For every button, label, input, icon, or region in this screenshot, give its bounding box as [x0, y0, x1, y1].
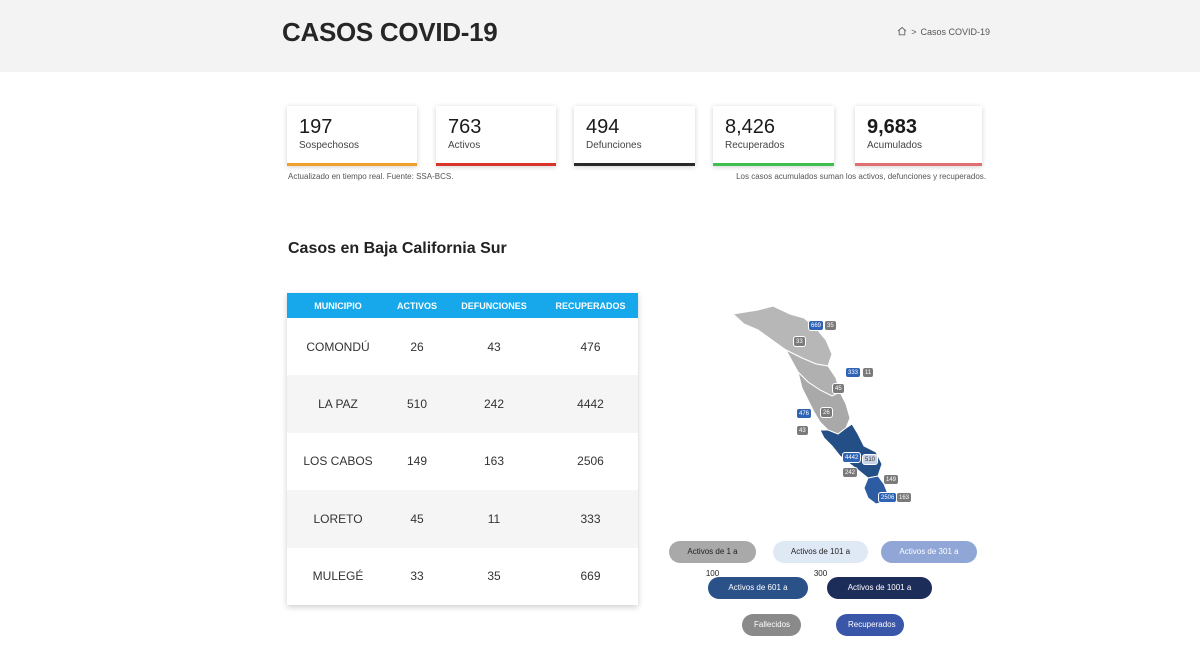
map-badge: 242 [842, 467, 859, 478]
table-row: LOS CABOS 149 163 2506 [287, 433, 638, 490]
cell-municipio: COMONDÚ [306, 339, 370, 354]
cell-municipio: LOS CABOS [303, 454, 373, 469]
cell-defunciones: 43 [487, 339, 501, 354]
map-badge: 35 [824, 320, 837, 331]
stat-card-acumulados: 9,683 Acumulados [855, 106, 982, 166]
breadcrumb: > Casos COVID-19 [897, 26, 990, 38]
cell-activos: 149 [406, 454, 428, 469]
legend-fallecidos[interactable]: Fallecidos [742, 614, 801, 636]
stat-value: 197 [299, 116, 333, 138]
stat-card-activos: 763 Activos [436, 106, 556, 166]
home-icon[interactable] [897, 26, 907, 38]
municipio-table: MUNICIPIO ACTIVOS DEFUNCIONES RECUPERADO… [287, 293, 638, 605]
map-badge: 11 [862, 367, 875, 378]
cell-recuperados: 476 [580, 339, 601, 354]
stat-value: 8,426 [725, 116, 776, 138]
map-badge: 149 [883, 474, 900, 485]
stat-card-recuperados: 8,426 Recuperados [713, 106, 834, 166]
map-badge: 669 [808, 320, 825, 331]
map-badge: 163 [896, 492, 913, 503]
legend-activos-101-300[interactable]: Activos de 101 a 300 [773, 541, 868, 578]
table-row: COMONDÚ 26 43 476 [287, 318, 638, 375]
map-badge: 333 [845, 367, 862, 378]
map-badge: 33 [793, 336, 806, 347]
accumulated-note: Los casos acumulados suman los activos, … [736, 172, 986, 181]
stat-label: Recuperados [725, 140, 785, 151]
legend-activos-301-600[interactable]: Activos de 301 a 600 [881, 541, 977, 578]
cell-recuperados: 669 [580, 569, 601, 584]
breadcrumb-separator: > [911, 27, 917, 37]
header-activos: ACTIVOS [396, 300, 437, 311]
cell-municipio: MULEGÉ [312, 569, 364, 584]
header-band [0, 0, 1200, 72]
legend-activos-1001-2000[interactable]: Activos de 1001 a 2000 [827, 577, 932, 614]
table-row: LA PAZ 510 242 4442 [287, 375, 638, 433]
cell-municipio: LA PAZ [318, 397, 358, 412]
stat-value: 494 [586, 116, 620, 138]
section-title: Casos en Baja California Sur [288, 240, 507, 257]
table-header: MUNICIPIO ACTIVOS DEFUNCIONES RECUPERADO… [287, 293, 638, 318]
cell-defunciones: 163 [483, 454, 505, 469]
header-recuperados: RECUPERADOS [555, 300, 626, 311]
stat-value: 9,683 [867, 116, 918, 138]
cell-recuperados: 4442 [577, 397, 604, 412]
stat-label: Acumulados [867, 140, 923, 151]
stat-value: 763 [448, 116, 482, 138]
stat-label: Sospechosos [299, 140, 360, 151]
cell-activos: 45 [410, 511, 424, 526]
map-badge: 510 [862, 454, 879, 465]
table-row: LORETO 45 11 333 [287, 490, 638, 548]
map-badge: 2506 [878, 492, 898, 503]
breadcrumb-current: Casos COVID-19 [920, 27, 990, 37]
stat-label: Activos [448, 140, 481, 151]
cell-activos: 33 [410, 569, 424, 584]
table-row: MULEGÉ 33 35 669 [287, 548, 638, 605]
map-region-mulege[interactable] [731, 305, 833, 367]
map-badge: 43 [796, 425, 809, 436]
cell-activos: 26 [410, 339, 424, 354]
cell-recuperados: 2506 [577, 454, 604, 469]
stat-card-defunciones: 494 Defunciones [574, 106, 695, 166]
map-badge: 26 [820, 407, 833, 418]
map-badge: 4442 [842, 452, 862, 463]
cell-defunciones: 242 [483, 397, 505, 412]
map-badge: 476 [796, 408, 813, 419]
cell-defunciones: 11 [487, 511, 501, 526]
page-title: CASOS COVID-19 [282, 17, 498, 47]
legend-recuperados[interactable]: Recuperados [836, 614, 904, 636]
source-note: Actualizado en tiempo real. Fuente: SSA-… [288, 172, 454, 181]
header-municipio: MUNICIPIO [314, 300, 362, 311]
legend-activos-601-1000[interactable]: Activos de 601 a 1000 [708, 577, 808, 614]
baja-california-sur-map[interactable]: 669 35 33 333 11 45 476 26 43 4442 510 2… [728, 300, 918, 510]
header-defunciones: DEFUNCIONES [461, 300, 527, 311]
map-badge: 45 [832, 383, 845, 394]
cell-activos: 510 [406, 397, 428, 412]
cell-municipio: LORETO [313, 511, 363, 526]
cell-defunciones: 35 [487, 569, 501, 584]
legend-activos-1-100[interactable]: Activos de 1 a 100 [669, 541, 756, 578]
stat-label: Defunciones [586, 140, 642, 151]
stat-card-sospechosos: 197 Sospechosos [287, 106, 417, 166]
cell-recuperados: 333 [580, 511, 601, 526]
